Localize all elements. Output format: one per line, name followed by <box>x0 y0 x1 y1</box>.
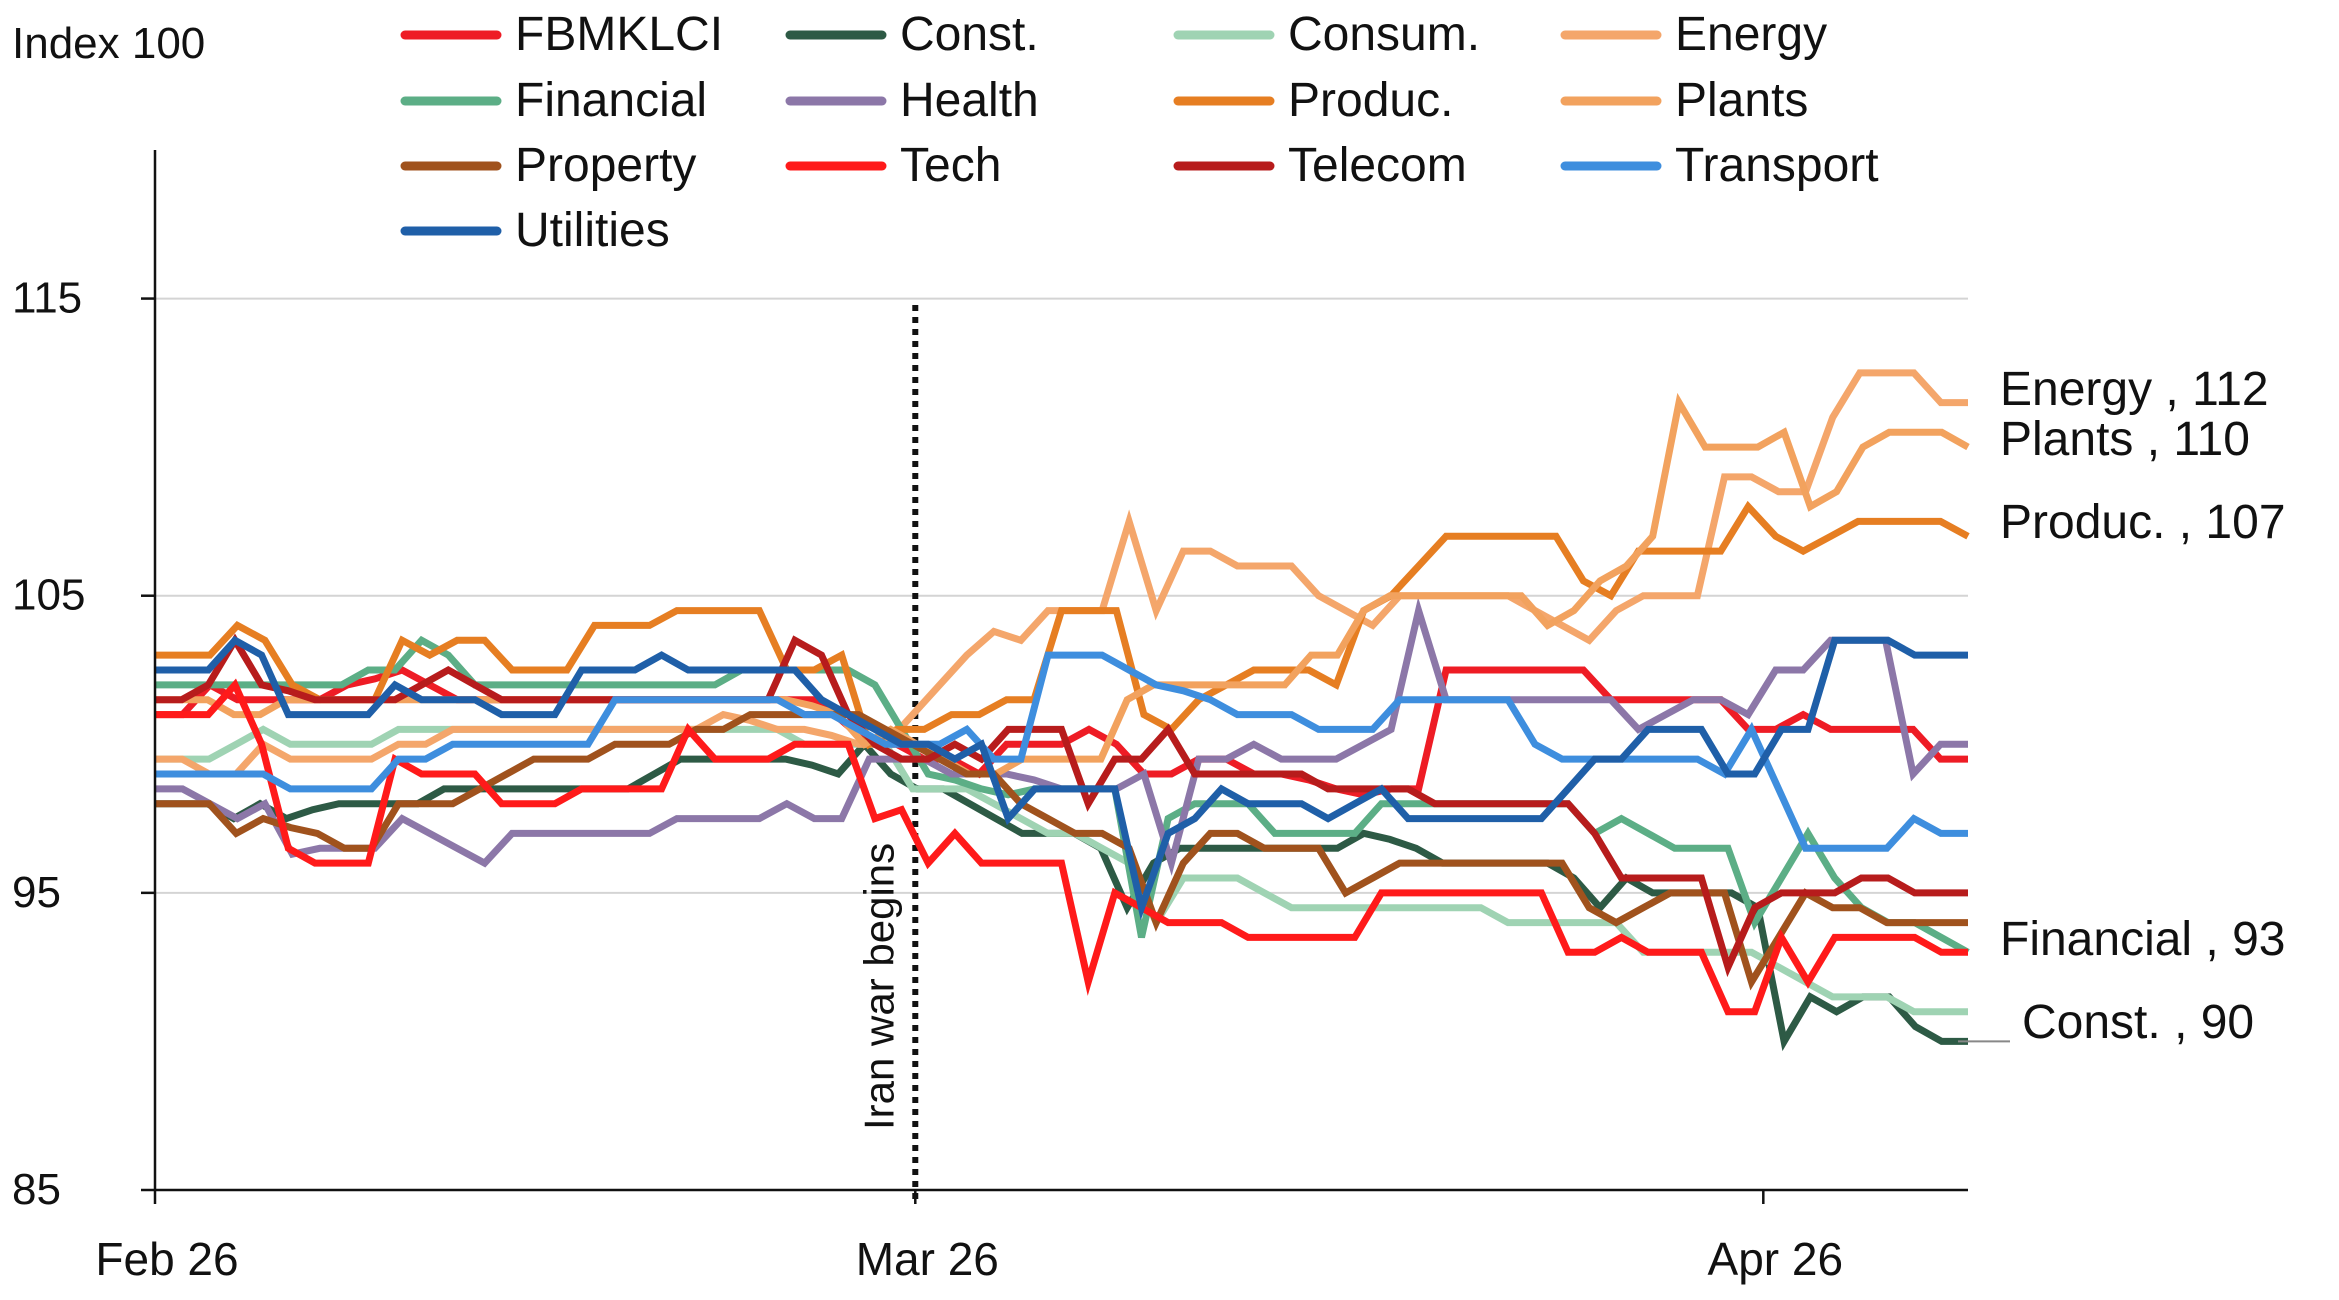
legend-label-energy: Energy <box>1675 8 1827 61</box>
legend-label-plants: Plants <box>1675 74 1808 127</box>
axes: 85 95 105 115 Feb 26 Mar 26 Apr 26 <box>12 150 1968 1285</box>
series-line-transport <box>155 651 1968 852</box>
legend-label-utilities: Utilities <box>515 204 670 257</box>
end-label-const: Const. , 90 <box>2022 996 2254 1049</box>
legend-label-transport: Transport <box>1675 139 1879 192</box>
legend-label-fbmklci: FBMKLCI <box>515 8 723 61</box>
legend-label-telecom: Telecom <box>1288 139 1467 192</box>
y-tick-label-115: 115 <box>12 274 82 323</box>
legend-label-tech: Tech <box>900 139 1001 192</box>
annotation-label: Iran war begins <box>855 843 902 1130</box>
legend-label-property: Property <box>515 139 696 192</box>
legend-label-financial: Financial <box>515 74 707 127</box>
legend-label-produc: Produc. <box>1288 74 1453 127</box>
y-tick-label-95: 95 <box>12 868 61 917</box>
end-label-financial: Financial , 93 <box>2000 913 2286 966</box>
y-tick-label-105: 105 <box>12 571 85 620</box>
x-tick-label-apr-26: Apr 26 <box>1708 1233 1844 1285</box>
series-line-telecom <box>155 633 1968 978</box>
y-axis-unit-label: Index 100 <box>12 19 205 68</box>
x-tick-label-mar-26: Mar 26 <box>856 1233 999 1285</box>
series-line-utilities <box>155 635 1968 921</box>
series-line-tech <box>155 678 1968 1016</box>
x-tick-label-feb-26: Feb 26 <box>95 1233 238 1285</box>
end-label-energy: Energy , 112 <box>2000 363 2269 416</box>
legend-label-health: Health <box>900 74 1039 127</box>
series-line-produc <box>155 500 1970 750</box>
legend-label-const: Const. <box>900 8 1039 61</box>
y-tick-label-85: 85 <box>12 1165 61 1214</box>
legend-label-consum: Consum. <box>1288 8 1480 61</box>
end-label-produc: Produc. , 107 <box>2000 496 2286 549</box>
end-label-plants: Plants , 110 <box>2000 413 2250 466</box>
legend: FBMKLCI Const. Consum. Energy Financial Healt… <box>400 8 1879 257</box>
series-lines <box>155 369 1970 1052</box>
series-line-property <box>155 711 1968 991</box>
annotation-layer: Iran war begins <box>855 305 919 1200</box>
